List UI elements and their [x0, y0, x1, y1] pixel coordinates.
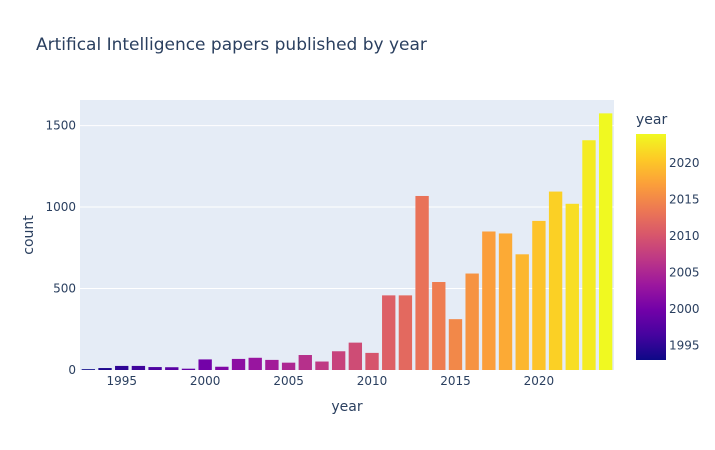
bar-2001 [215, 366, 229, 370]
bar-1995 [115, 365, 129, 370]
bar-2011 [382, 295, 396, 370]
bars [81, 113, 613, 370]
bar-2024 [598, 113, 613, 370]
x-axis-title: year [331, 399, 362, 415]
x-tick-label: 2005 [273, 374, 304, 388]
x-tick-label: 2015 [440, 374, 471, 388]
bar-2021 [548, 191, 563, 370]
bar-1993 [81, 369, 96, 370]
bar-2008 [331, 351, 346, 370]
y-tick-label: 1500 [45, 119, 76, 133]
bar-2017 [482, 231, 496, 370]
bar-2006 [298, 355, 312, 370]
colorbar-tick-label: 1995 [669, 338, 700, 352]
bar-2013 [415, 195, 429, 370]
bar-2023 [582, 140, 596, 370]
bar-2000 [198, 359, 212, 370]
colorbar-title: year [636, 112, 667, 128]
y-tick-labels: 0 500 1000 1500 [45, 119, 76, 377]
bar-2022 [565, 203, 579, 370]
x-tick-label: 2020 [524, 374, 555, 388]
bar-2020 [532, 220, 546, 370]
x-tick-label: 2000 [190, 374, 221, 388]
bar-2005 [281, 362, 296, 370]
colorbar-tick-label: 2005 [669, 266, 700, 280]
bar-1998 [165, 367, 179, 370]
bar-2014 [432, 282, 446, 370]
bar-1997 [148, 367, 162, 370]
x-tick-label: 1995 [106, 374, 137, 388]
colorbar-tick-label: 2010 [669, 229, 700, 243]
bar-2018 [498, 233, 513, 370]
colorbar-tick-label: 2000 [669, 302, 700, 316]
bar-2002 [231, 358, 246, 370]
bar-2003 [248, 357, 262, 370]
colorbar [636, 134, 666, 360]
y-tick-label: 1000 [45, 200, 76, 214]
y-axis-title: count [21, 215, 37, 255]
x-tick-label: 2010 [357, 374, 388, 388]
bar-2016 [465, 273, 479, 370]
bar-2009 [348, 342, 363, 370]
bar-1994 [98, 368, 112, 370]
bar-2007 [315, 361, 329, 370]
colorbar-tick-label: 2015 [669, 193, 700, 207]
y-tick-label: 500 [53, 282, 76, 296]
chart-title: Artifical Intelligence papers published … [36, 35, 427, 55]
y-tick-label: 0 [68, 363, 76, 377]
bar-2010 [365, 352, 379, 370]
bar-2012 [398, 295, 413, 370]
bar-2004 [265, 359, 279, 370]
x-tick-labels: 1995 2000 2005 2010 2015 2020 [106, 374, 554, 388]
bar-1999 [181, 368, 196, 370]
bar-2019 [515, 254, 529, 370]
colorbar-tick-label: 2020 [669, 156, 700, 170]
bar-2015 [448, 319, 463, 370]
bar-1996 [131, 365, 146, 370]
colorbar-tick-labels: 1995 2000 2005 2010 2015 2020 [669, 156, 700, 352]
